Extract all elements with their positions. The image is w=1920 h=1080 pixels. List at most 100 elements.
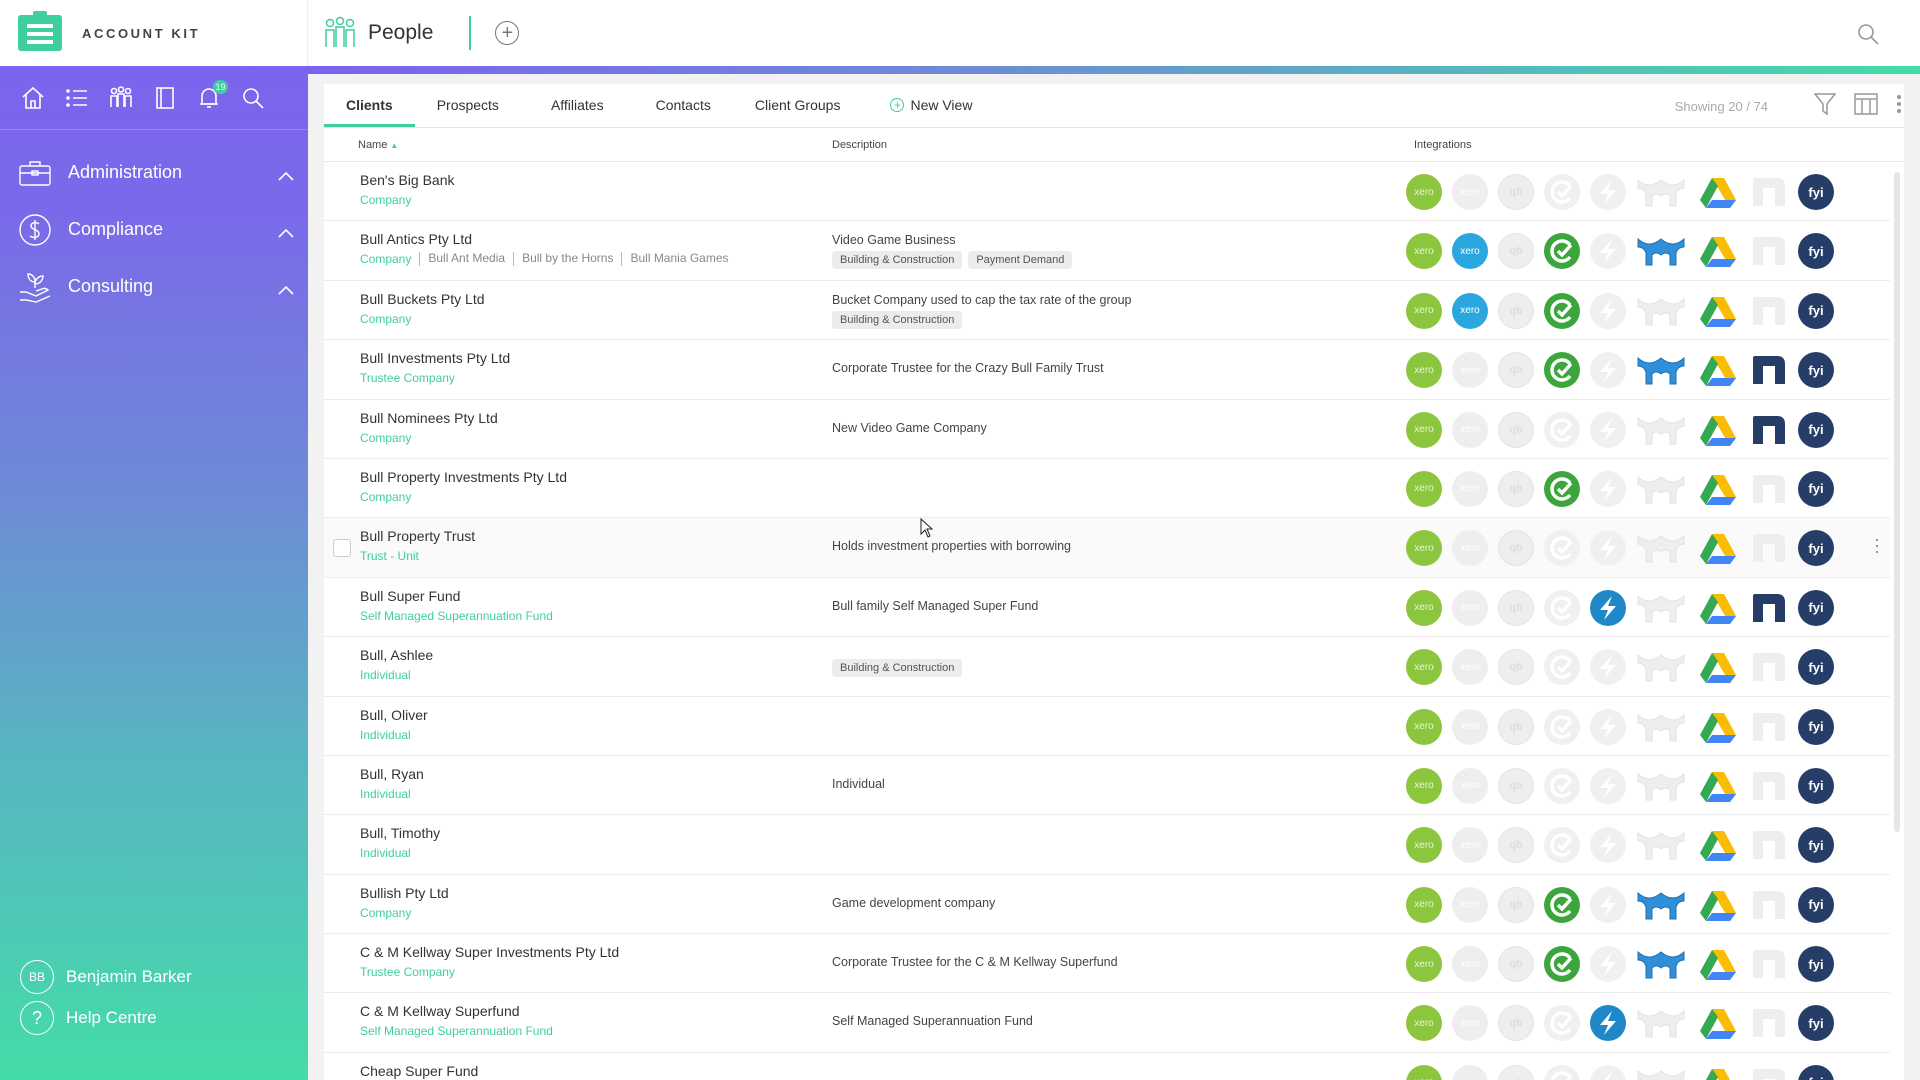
check-arc-disabled-icon[interactable] <box>1544 827 1580 864</box>
google-drive-icon[interactable] <box>1696 887 1740 923</box>
xero-disabled-icon[interactable]: xero <box>1452 708 1488 745</box>
fyi-icon[interactable]: fyi <box>1798 827 1834 864</box>
table-row[interactable]: Bull Property Trust Trust - Unit Holds inv… <box>324 518 1890 578</box>
xero-disabled-icon[interactable]: xero <box>1452 827 1488 864</box>
sync-swirl-disabled-icon[interactable] <box>1590 352 1626 389</box>
nav-section-consulting[interactable]: Consulting <box>0 258 308 315</box>
nexus-n-icon[interactable] <box>1750 768 1788 804</box>
xero-icon[interactable]: xero <box>1406 174 1442 210</box>
xero-icon[interactable]: xero <box>1406 233 1442 270</box>
fyi-icon[interactable]: fyi <box>1798 174 1834 210</box>
table-row[interactable]: Bull, Ryan Individual Individual xero xero qb… <box>324 756 1890 816</box>
quickbooks-icon[interactable]: qb <box>1498 1005 1534 1042</box>
bell-icon[interactable]: 19 <box>194 79 228 113</box>
sync-swirl-disabled-icon[interactable] <box>1590 1064 1626 1080</box>
table-row[interactable]: Bullish Pty Ltd Company Game development c… <box>324 875 1890 935</box>
xero-icon[interactable]: xero <box>1406 530 1442 567</box>
tab-prospects[interactable]: Prospects <box>415 83 521 127</box>
tab-contacts[interactable]: Contacts <box>634 83 733 127</box>
google-drive-icon[interactable] <box>1696 293 1740 329</box>
sync-swirl-disabled-icon[interactable] <box>1590 233 1626 270</box>
quickbooks-icon[interactable]: qb <box>1498 174 1534 210</box>
more-vertical-icon[interactable] <box>1896 94 1902 119</box>
sync-swirl-disabled-icon[interactable] <box>1590 827 1626 864</box>
quickbooks-icon[interactable]: qb <box>1498 827 1534 864</box>
bridge-hub-icon[interactable] <box>1636 233 1686 269</box>
fyi-icon[interactable]: fyi <box>1798 233 1834 270</box>
nexus-n-icon[interactable] <box>1750 412 1788 448</box>
people-icon[interactable] <box>106 83 136 113</box>
client-name[interactable]: C & M Kellway Super Investments Pty Ltd <box>360 944 620 961</box>
nexus-n-icon[interactable] <box>1750 293 1788 329</box>
table-row[interactable]: Bull, Ashlee Individual Building & Constru… <box>324 637 1890 697</box>
xero-disabled-icon[interactable]: xero <box>1452 352 1488 389</box>
check-arc-icon[interactable] <box>1544 292 1580 329</box>
xero-disabled-icon[interactable]: xero <box>1452 411 1488 448</box>
google-drive-icon[interactable] <box>1696 471 1740 507</box>
quickbooks-icon[interactable]: qb <box>1498 649 1534 686</box>
nexus-n-icon[interactable] <box>1750 530 1788 566</box>
check-arc-disabled-icon[interactable] <box>1544 1064 1580 1080</box>
client-name[interactable]: Bull, Ashlee <box>360 647 434 664</box>
list-icon[interactable] <box>62 83 92 113</box>
column-header-name[interactable]: Name ▲ <box>358 139 398 151</box>
nexus-n-icon[interactable] <box>1750 1005 1788 1041</box>
google-drive-icon[interactable] <box>1696 1005 1740 1041</box>
bridge-hub-icon[interactable] <box>1636 590 1686 626</box>
google-drive-icon[interactable] <box>1696 352 1740 388</box>
fyi-icon[interactable]: fyi <box>1798 708 1834 745</box>
client-name[interactable]: Bull Antics Pty Ltd <box>360 231 473 248</box>
check-arc-icon[interactable] <box>1544 352 1580 389</box>
fyi-icon[interactable]: fyi <box>1798 649 1834 686</box>
tab-affiliates[interactable]: Affiliates <box>521 83 634 127</box>
google-drive-icon[interactable] <box>1696 412 1740 448</box>
table-row[interactable]: Bull, Oliver Individual xero xero qb fyi <box>324 697 1890 756</box>
bridge-hub-icon[interactable] <box>1636 352 1686 388</box>
google-drive-icon[interactable] <box>1696 1065 1740 1080</box>
tab-client-groups[interactable]: Client Groups <box>733 83 863 127</box>
nexus-n-icon[interactable] <box>1750 471 1788 507</box>
xero-disabled-icon[interactable]: xero <box>1452 649 1488 686</box>
check-arc-disabled-icon[interactable] <box>1544 589 1580 626</box>
bridge-hub-icon[interactable] <box>1636 827 1686 863</box>
bridge-hub-icon[interactable] <box>1636 174 1686 210</box>
xero-icon[interactable]: xero <box>1406 886 1442 923</box>
quickbooks-icon[interactable]: qb <box>1498 1064 1534 1080</box>
chevron-up-icon[interactable] <box>278 225 294 238</box>
fyi-icon[interactable]: fyi <box>1798 411 1834 448</box>
row-checkbox[interactable] <box>333 539 351 558</box>
xero-blue-icon[interactable]: xero <box>1452 233 1488 270</box>
column-header-integrations[interactable]: Integrations <box>1414 138 1472 151</box>
client-name[interactable]: Bull, Oliver <box>360 706 428 723</box>
filter-icon[interactable] <box>1813 92 1837 121</box>
table-row[interactable]: Bull Super Fund Self Managed Superannuati… <box>324 578 1890 638</box>
check-arc-disabled-icon[interactable] <box>1544 411 1580 448</box>
check-arc-icon[interactable] <box>1544 233 1580 270</box>
xero-disabled-icon[interactable]: xero <box>1452 767 1488 804</box>
fyi-icon[interactable]: fyi <box>1798 1005 1834 1042</box>
client-name[interactable]: Bullish Pty Ltd <box>360 884 449 901</box>
check-arc-disabled-icon[interactable] <box>1544 1005 1580 1042</box>
xero-disabled-icon[interactable]: xero <box>1452 886 1488 923</box>
fyi-icon[interactable]: fyi <box>1798 530 1834 567</box>
fyi-icon[interactable]: fyi <box>1798 470 1834 507</box>
bridge-hub-icon[interactable] <box>1636 471 1686 507</box>
xero-blue-icon[interactable]: xero <box>1452 292 1488 329</box>
table-row[interactable]: C & M Kellway Superfund Self Managed Supe… <box>324 993 1890 1053</box>
tag[interactable]: Payment Demand <box>968 251 1073 270</box>
nexus-n-icon[interactable] <box>1750 174 1788 210</box>
client-name[interactable]: Bull Nominees Pty Ltd <box>360 409 498 426</box>
tag[interactable]: Building & Construction <box>832 251 963 270</box>
xero-icon[interactable]: xero <box>1406 352 1442 389</box>
column-header-description[interactable]: Description <box>832 138 888 151</box>
sync-swirl-disabled-icon[interactable] <box>1590 946 1626 983</box>
sync-swirl-disabled-icon[interactable] <box>1590 470 1626 507</box>
fyi-icon[interactable]: fyi <box>1798 292 1834 329</box>
tab-clients[interactable]: Clients <box>324 83 415 127</box>
user-profile[interactable]: BB Benjamin Barker <box>20 960 192 994</box>
chevron-up-icon[interactable] <box>278 168 294 181</box>
fyi-icon[interactable]: fyi <box>1798 946 1834 983</box>
xero-disabled-icon[interactable]: xero <box>1452 174 1488 210</box>
xero-icon[interactable]: xero <box>1406 589 1442 626</box>
